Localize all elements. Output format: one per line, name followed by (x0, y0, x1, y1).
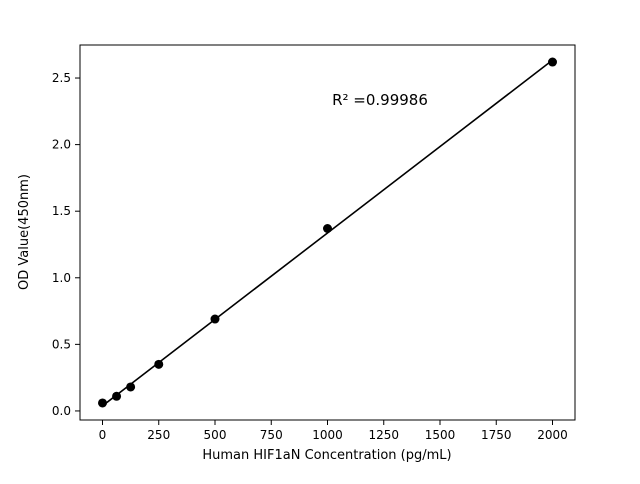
x-tick-label: 250 (147, 428, 170, 442)
x-tick-label: 2000 (537, 428, 568, 442)
data-point-marker (98, 398, 107, 408)
data-point-marker (548, 57, 557, 67)
data-point-marker (323, 224, 332, 234)
x-axis-label: Human HIF1aN Concentration (pg/mL) (202, 448, 451, 463)
y-axis-label: OD Value(450nm) (17, 174, 32, 290)
y-tick-label: 2.5 (52, 71, 71, 85)
x-axis-ticks: 0 250 500 750 1000 1250 1500 1750 2000 (99, 420, 568, 442)
y-tick-label: 0.5 (52, 337, 71, 351)
r-squared-annotation: R² =0.99986 (332, 91, 428, 109)
data-point-marker (210, 314, 220, 324)
x-tick-label: 750 (260, 428, 283, 442)
y-tick-label: 1.0 (52, 271, 71, 285)
y-tick-label: 2.0 (52, 138, 71, 152)
x-tick-label: 1000 (312, 428, 343, 442)
data-points (98, 57, 557, 408)
x-tick-label: 0 (99, 428, 107, 442)
x-tick-label: 1250 (368, 428, 399, 442)
x-tick-label: 500 (204, 428, 227, 442)
y-tick-label: 0.0 (52, 404, 71, 418)
x-tick-label: 1750 (481, 428, 512, 442)
data-point-marker (112, 391, 122, 401)
y-axis-ticks: 0.0 0.5 1.0 1.5 2.0 2.5 (52, 71, 80, 418)
data-point-marker (154, 359, 164, 369)
data-point-marker (126, 382, 136, 392)
x-tick-label: 1500 (425, 428, 456, 442)
y-tick-label: 1.5 (52, 204, 71, 218)
